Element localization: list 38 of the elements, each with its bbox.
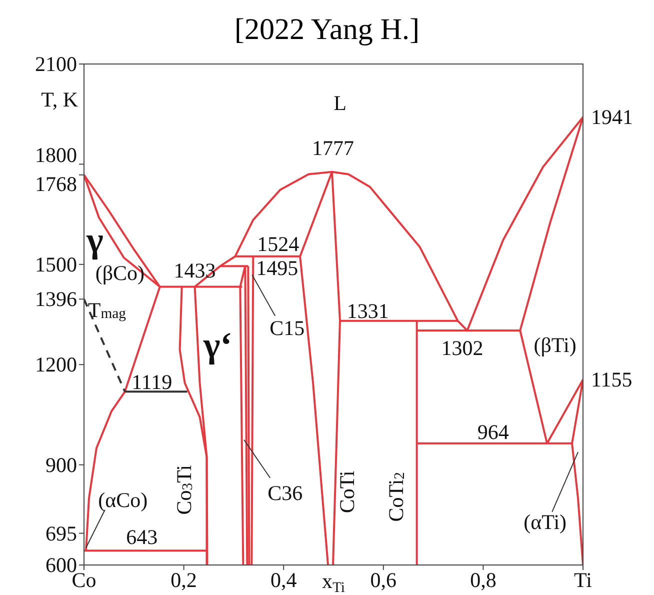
annotation: CoTi — [334, 470, 359, 514]
annotation: 643 — [126, 524, 158, 549]
y-tick-label: 1768 — [35, 172, 77, 196]
y-tick-label: 900 — [46, 452, 77, 477]
annotation: 1302 — [441, 336, 484, 360]
y-tick-label: 1396 — [35, 287, 77, 312]
annotation: 1777 — [312, 136, 354, 160]
annotation: T$_{mag}$ — [88, 298, 127, 323]
annotation: C36 — [268, 480, 303, 505]
annotation: 964 — [477, 420, 510, 444]
x-axis-title: x$_{Ti}$ — [322, 569, 346, 595]
text: 1941 — [591, 105, 633, 130]
x-tick-label: 0,2 — [170, 568, 197, 592]
y-tick-label: 1200 — [35, 352, 77, 377]
chart-title: [2022 Yang H.] — [234, 13, 420, 46]
text: 1155 — [591, 368, 632, 392]
y-axis-title: T, K — [41, 88, 78, 112]
annotation: 1495 — [256, 256, 298, 280]
x-tick-label: 0,8 — [470, 568, 496, 592]
y-tick-label: 2100 — [35, 52, 77, 76]
annotation: (βTi) — [534, 332, 576, 357]
annotation: L — [334, 91, 346, 116]
annotation: (βCo) — [95, 261, 145, 286]
annotation: (αTi) — [524, 510, 567, 534]
y-tick-label: 1500 — [35, 252, 77, 276]
annotation: 1331 — [346, 299, 389, 324]
x-tick-label: 0,4 — [270, 568, 298, 592]
x-tick-label: 0,6 — [370, 568, 397, 592]
annotation: 1119 — [132, 370, 172, 394]
annotation: γ — [86, 220, 104, 260]
x-tick-label: Ti — [574, 568, 592, 592]
annotation: 1433 — [174, 258, 216, 282]
annotation: C15 — [270, 316, 305, 340]
annotation: 1524 — [257, 232, 300, 256]
y-tick-label: 1800 — [35, 143, 77, 168]
annotation: γ‘ — [202, 324, 232, 365]
annotation: (αCo) — [98, 488, 148, 512]
y-tick-label: 695 — [46, 521, 77, 546]
